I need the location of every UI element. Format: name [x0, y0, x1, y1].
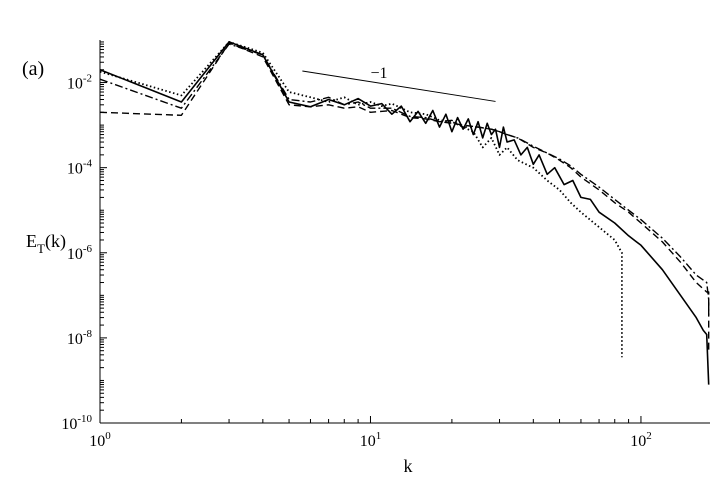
- reference-slope-line: [302, 70, 496, 102]
- ticks: [99, 41, 642, 424]
- tick-labels: 100 101 102 10-2 10-4 10-6 10-8 10-10: [61, 73, 651, 450]
- y-tick-label: 10-4: [67, 158, 93, 178]
- series-line-dashdot: [99, 43, 710, 318]
- series-line-solid: [99, 41, 710, 385]
- axes: [99, 40, 710, 424]
- y-tick-label: 10-6: [67, 243, 93, 263]
- y-axis-label-base: E: [26, 231, 37, 251]
- series-layer: [99, 41, 710, 385]
- y-tick-label: 10-10: [61, 413, 92, 433]
- x-axis-label: k: [404, 456, 413, 476]
- x-tick-label: 102: [630, 430, 652, 450]
- series-line-dotted: [99, 41, 623, 358]
- y-tick-label: 10-2: [67, 73, 92, 93]
- x-tick-label: 100: [89, 430, 111, 450]
- x-tick-label: 101: [360, 430, 382, 450]
- y-axis-label: ET(k): [26, 231, 66, 256]
- reference-slope: −1: [302, 65, 496, 102]
- panel-label: (a): [22, 58, 44, 80]
- reference-slope-label: −1: [370, 65, 387, 82]
- y-tick-label: 10-8: [67, 328, 93, 348]
- y-axis-label-tail: (k): [45, 231, 66, 252]
- y-axis-label-sub: T: [37, 241, 45, 256]
